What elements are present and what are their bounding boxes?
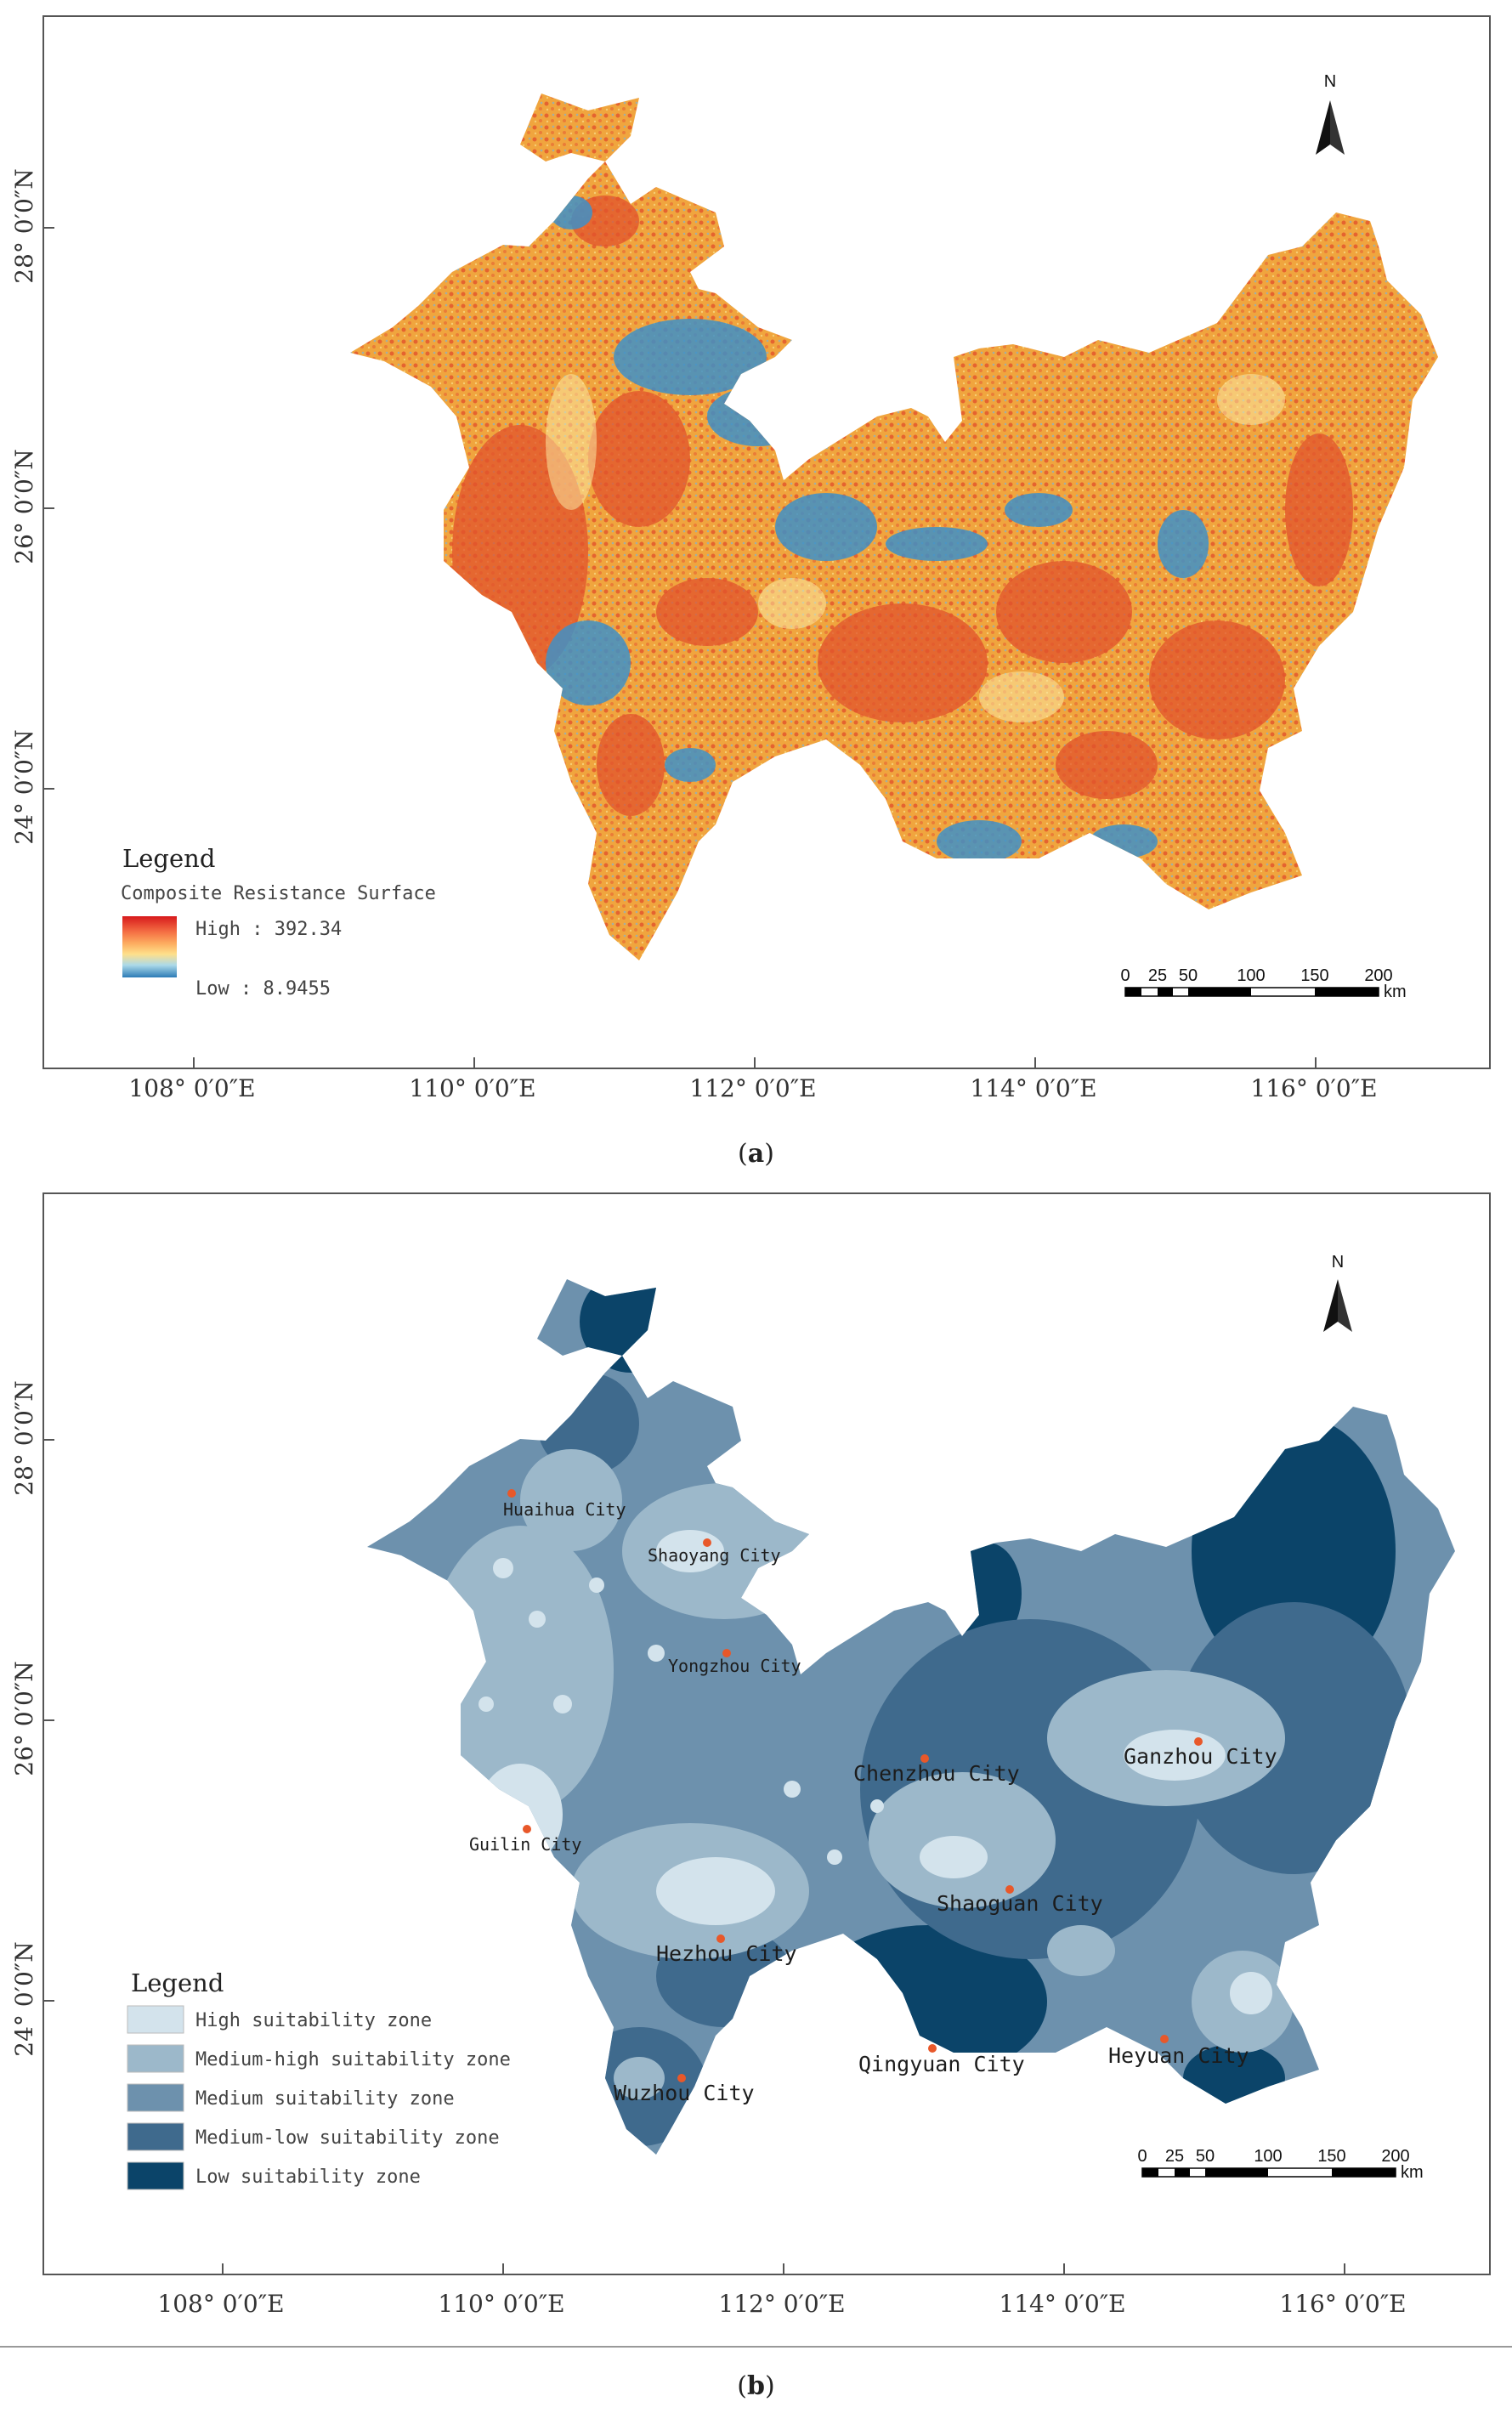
legend-swatch xyxy=(127,2005,184,2034)
legend-swatch xyxy=(127,2122,184,2151)
longitude-label: 112° 0′0″E xyxy=(718,2290,845,2318)
scale-tick-label: 100 xyxy=(1254,2147,1282,2166)
scale-tick-label: 0 xyxy=(1120,966,1130,985)
legend-swatch xyxy=(127,2083,184,2112)
scale-tick-label: 150 xyxy=(1300,966,1328,985)
legend-item-label: High suitability zone xyxy=(195,2010,432,2031)
city-label: Chenzhou City xyxy=(853,1761,1020,1786)
scale-unit: km xyxy=(1384,983,1407,1001)
suitability-map: Huaihua City Shaoyang City Yongzhou City… xyxy=(44,1253,1455,2274)
city-marker xyxy=(716,1934,725,1943)
legend-item-label: Medium suitability zone xyxy=(195,2088,455,2110)
resistance-surface-raster xyxy=(350,93,1438,960)
caption-b-label: b xyxy=(747,2371,765,2401)
city-label: Huaihua City xyxy=(503,1499,626,1520)
north-label: N xyxy=(1332,1253,1344,1272)
latitude-label: 26° 0′0″N xyxy=(10,1661,38,1776)
longitude-label: 116° 0′0″E xyxy=(1279,2290,1406,2318)
longitude-label: 114° 0′0″E xyxy=(999,2290,1125,2318)
legend-a-title: Legend xyxy=(122,844,215,873)
latitude-label: 24° 0′0″N xyxy=(10,729,38,844)
city-marker xyxy=(1194,1737,1203,1746)
scale-tick-label: 50 xyxy=(1179,966,1198,985)
city-labels: Huaihua City Shaoyang City Yongzhou City… xyxy=(469,1499,1277,2105)
city-label: Heyuan City xyxy=(1108,2043,1249,2068)
legend-swatch xyxy=(127,2044,184,2073)
city-marker xyxy=(677,2074,686,2082)
scale-tick-label: 100 xyxy=(1237,966,1265,985)
city-marker xyxy=(1160,2035,1169,2043)
longitude-label: 108° 0′0″E xyxy=(128,1074,255,1102)
map-panel-a: N Legend Composite Resistance Surface Hi… xyxy=(42,15,1491,1069)
city-marker xyxy=(703,1538,711,1547)
north-arrow: N xyxy=(1316,72,1345,155)
legend-swatch xyxy=(127,2161,184,2190)
caption-a: (a) xyxy=(738,1139,774,1169)
legend-a: Legend Composite Resistance Surface High… xyxy=(121,844,436,1000)
longitude-label: 114° 0′0″E xyxy=(970,1074,1096,1102)
legend-b-title: Legend xyxy=(131,1968,224,1997)
scale-tick-label: 200 xyxy=(1381,2147,1409,2166)
legend-a-low: Low : 8.9455 xyxy=(195,978,331,1000)
city-label: Ganzhou City xyxy=(1124,1744,1277,1769)
scale-tick-label: 25 xyxy=(1148,966,1167,985)
city-label: Hezhou City xyxy=(656,1941,797,1966)
legend-item-label: Low suitability zone xyxy=(195,2167,421,2188)
scale-bar-a: 0 25 50 100 150 200 km xyxy=(1120,966,1406,1001)
longitude-axis-b xyxy=(222,2263,1345,2274)
city-label: Shaoguan City xyxy=(937,1891,1103,1916)
legend-a-high: High : 392.34 xyxy=(195,919,342,940)
city-marker xyxy=(507,1489,516,1498)
scale-tick-label: 0 xyxy=(1137,2147,1147,2166)
city-label: Wuzhou City xyxy=(614,2081,755,2105)
scale-tick-label: 200 xyxy=(1364,966,1392,985)
city-label: Qingyuan City xyxy=(858,2052,1025,2076)
city-label: Guilin City xyxy=(469,1834,581,1855)
longitude-label: 108° 0′0″E xyxy=(157,2290,284,2318)
scale-bar-b: 0 25 50 100 150 200 km xyxy=(1137,2147,1423,2182)
scale-tick-label: 50 xyxy=(1196,2147,1215,2166)
north-label: N xyxy=(1324,72,1336,91)
divider xyxy=(0,2346,1512,2348)
map-panel-b: Huaihua City Shaoyang City Yongzhou City… xyxy=(42,1192,1491,2275)
latitude-label: 28° 0′0″N xyxy=(10,1380,38,1495)
city-marker xyxy=(722,1649,731,1657)
latitude-label: 28° 0′0″N xyxy=(10,168,38,283)
legend-item-label: Medium-low suitability zone xyxy=(195,2127,500,2149)
legend-b: Legend High suitability zone Medium-high… xyxy=(127,1968,511,2190)
latitude-axis-a xyxy=(44,227,54,790)
longitude-label: 110° 0′0″E xyxy=(438,2290,564,2318)
latitude-axis-b xyxy=(44,1439,54,2002)
scale-tick-label: 25 xyxy=(1165,2147,1184,2166)
city-label: Yongzhou City xyxy=(668,1656,801,1676)
suitability-raster xyxy=(367,1279,1455,2155)
legend-a-subtitle: Composite Resistance Surface xyxy=(121,883,436,904)
city-marker xyxy=(1005,1885,1014,1894)
resistance-map: N Legend Composite Resistance Surface Hi… xyxy=(44,72,1438,1068)
caption-a-label: a xyxy=(747,1139,765,1169)
city-markers xyxy=(507,1489,1203,2082)
city-label: Shaoyang City xyxy=(648,1545,781,1566)
caption-b: (b) xyxy=(737,2371,775,2401)
longitude-label: 112° 0′0″E xyxy=(689,1074,816,1102)
longitude-label: 116° 0′0″E xyxy=(1250,1074,1377,1102)
scale-unit: km xyxy=(1401,2163,1424,2182)
longitude-axis-a xyxy=(193,1057,1317,1068)
latitude-label: 26° 0′0″N xyxy=(10,449,38,564)
city-marker xyxy=(523,1825,531,1833)
scale-tick-label: 150 xyxy=(1317,2147,1345,2166)
latitude-label: 24° 0′0″N xyxy=(10,1941,38,2056)
legend-a-gradient xyxy=(122,916,177,977)
city-marker xyxy=(920,1754,929,1763)
city-marker xyxy=(928,2044,937,2053)
legend-item-label: Medium-high suitability zone xyxy=(195,2049,511,2070)
longitude-label: 110° 0′0″E xyxy=(409,1074,535,1102)
north-arrow: N xyxy=(1323,1253,1352,1332)
